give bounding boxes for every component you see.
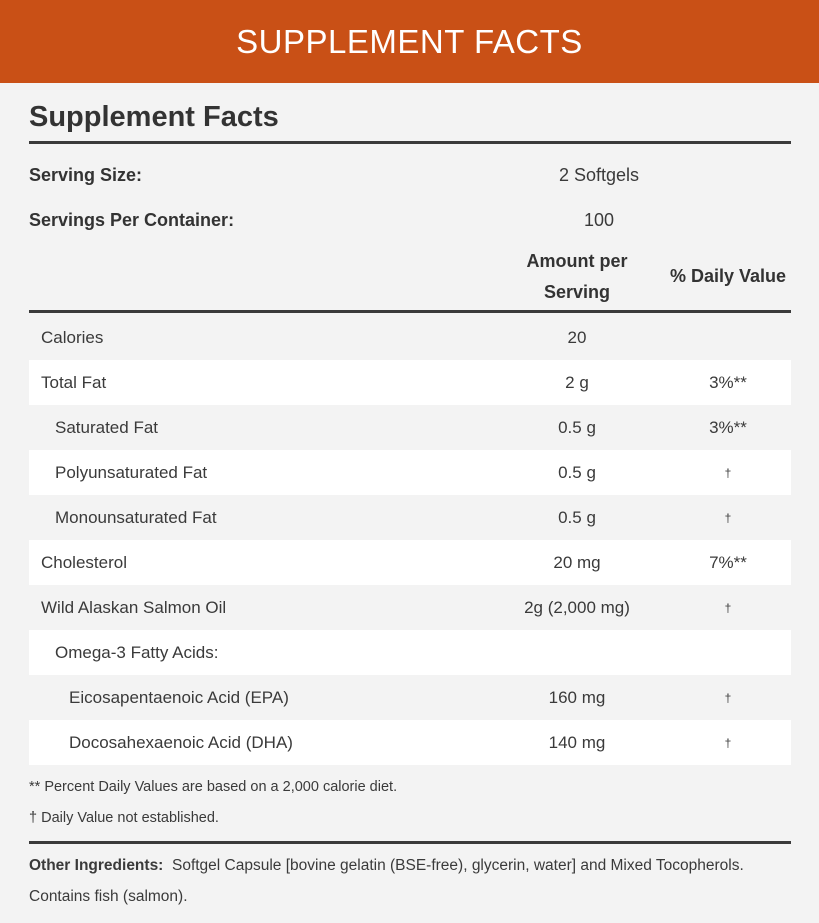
nutrient-dv: 3%**: [709, 372, 747, 392]
nutrient-dv: †: [724, 690, 732, 705]
footnote-not-established: † Daily Value not established.: [29, 809, 219, 826]
section-banner: SUPPLEMENT FACTS: [0, 0, 819, 83]
servings-per-container-label: Servings Per Container:: [29, 210, 235, 230]
table-row: Calories 20: [29, 315, 791, 360]
table-row: Monounsaturated Fat 0.5 g †: [29, 495, 791, 540]
table-row: Omega-3 Fatty Acids:: [29, 630, 791, 675]
divider: [29, 841, 791, 844]
table-row: Saturated Fat 0.5 g 3%**: [29, 405, 791, 450]
nutrient-amount: 20: [567, 327, 587, 347]
nutrient-name: Omega-3 Fatty Acids:: [55, 642, 219, 662]
nutrient-name: Eicosapentaenoic Acid (EPA): [69, 687, 289, 707]
other-ingredients-label: Other Ingredients:: [29, 857, 164, 874]
nutrient-dv: 7%**: [709, 552, 747, 572]
nutrient-dv: †: [724, 465, 732, 480]
table-row: Total Fat 2 g 3%**: [29, 360, 791, 405]
nutrient-amount: 0.5 g: [558, 417, 596, 437]
other-ingredients-text: Softgel Capsule [bovine gelatin (BSE-fre…: [171, 857, 744, 874]
nutrient-amount: 2 g: [565, 372, 589, 392]
serving-size-label: Serving Size:: [29, 165, 143, 185]
nutrient-name: Wild Alaskan Salmon Oil: [41, 597, 227, 617]
nutrient-name: Cholesterol: [41, 552, 127, 572]
other-ingredients: Other Ingredients: Softgel Capsule [bovi…: [29, 844, 791, 912]
nutrient-dv: †: [724, 510, 732, 525]
nutrient-amount: 2g (2,000 mg): [524, 597, 630, 617]
nutrient-amount: 0.5 g: [558, 462, 596, 482]
banner-title: SUPPLEMENT FACTS: [236, 22, 583, 60]
nutrient-amount: 140 mg: [548, 732, 606, 752]
table-row: Cholesterol 20 mg 7%**: [29, 540, 791, 585]
serving-size-value: 2 Softgels: [558, 165, 640, 185]
allergen-statement: Contains fish (salmon).: [29, 888, 188, 905]
nutrient-amount: 160 mg: [548, 687, 606, 707]
daily-value-header: % Daily Value: [669, 266, 787, 286]
nutrient-name: Docosahexaenoic Acid (DHA): [69, 732, 293, 752]
column-header: Amount per Serving % Daily Value: [29, 243, 791, 310]
supplement-facts-panel: Supplement Facts Serving Size: 2 Softgel…: [29, 83, 791, 912]
servings-per-container-value: 100: [583, 210, 615, 230]
serving-size-row: Serving Size: 2 Softgels: [29, 153, 791, 198]
table-row: Docosahexaenoic Acid (DHA) 140 mg †: [29, 720, 791, 765]
nutrient-name: Monounsaturated Fat: [55, 507, 217, 527]
nutrient-amount: 20 mg: [553, 552, 601, 572]
table-row: Eicosapentaenoic Acid (EPA) 160 mg †: [29, 675, 791, 720]
table-row: Wild Alaskan Salmon Oil 2g (2,000 mg) †: [29, 585, 791, 630]
servings-per-container-row: Servings Per Container: 100: [29, 198, 791, 243]
nutrient-name: Saturated Fat: [55, 417, 159, 437]
nutrient-name: Calories: [41, 327, 104, 347]
footnote-daily-values: ** Percent Daily Values are based on a 2…: [29, 778, 398, 795]
panel-title: Supplement Facts: [29, 101, 279, 133]
nutrient-name: Total Fat: [41, 372, 107, 392]
nutrient-amount: 0.5 g: [558, 507, 596, 527]
nutrient-dv: †: [724, 600, 732, 615]
amount-per-serving-header: Amount per Serving: [526, 250, 628, 302]
table-row: Polyunsaturated Fat 0.5 g †: [29, 450, 791, 495]
nutrient-dv: 3%**: [709, 417, 747, 437]
nutrient-name: Polyunsaturated Fat: [55, 462, 208, 482]
divider: [29, 310, 791, 313]
nutrient-dv: †: [724, 735, 732, 750]
divider: [29, 141, 791, 144]
